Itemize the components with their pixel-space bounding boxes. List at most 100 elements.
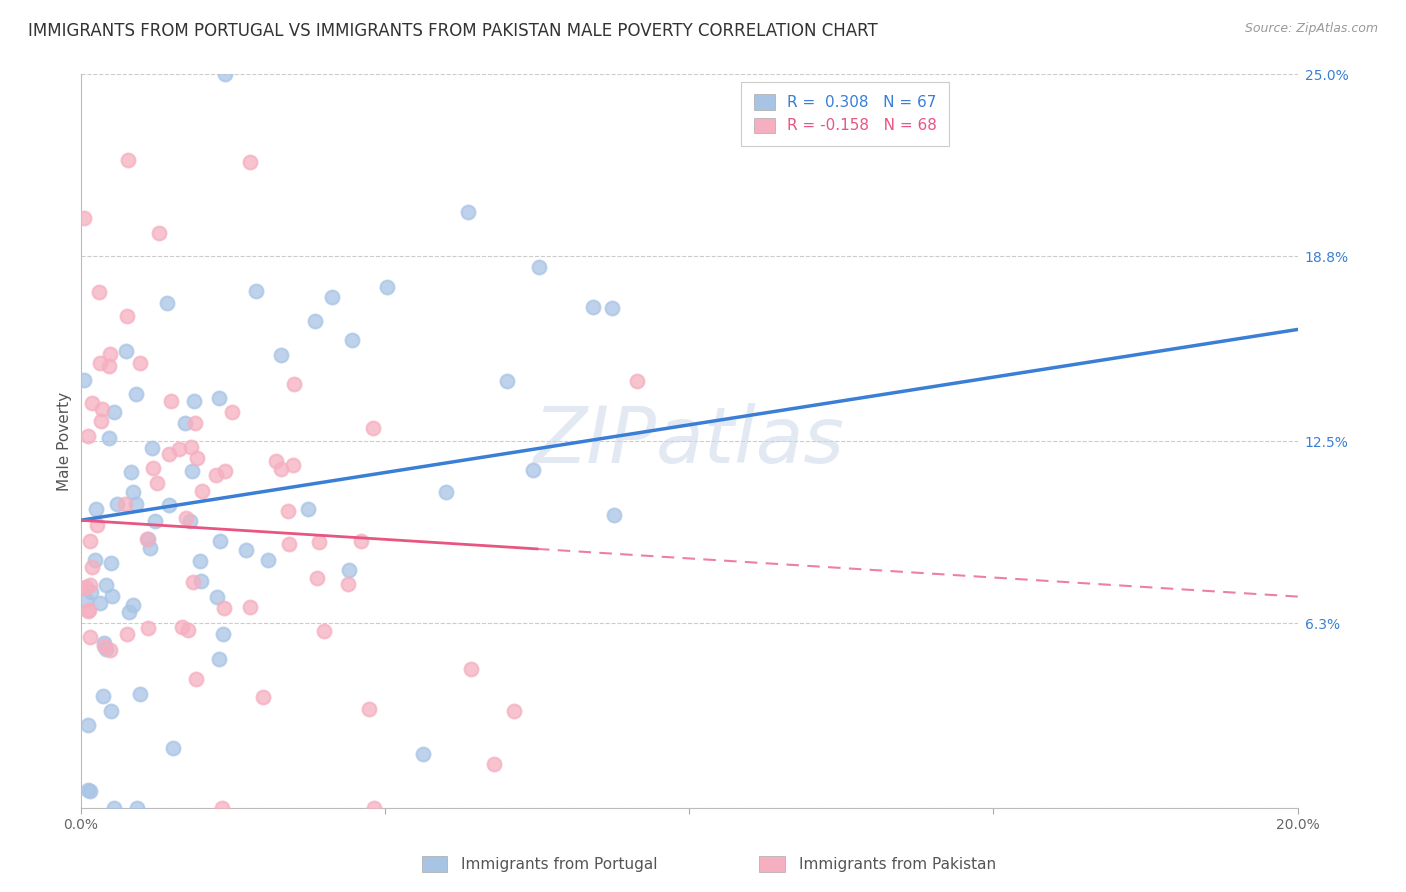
- Point: [157, 447, 180, 461]
- Point: [73, 373, 96, 387]
- Point: [342, 333, 364, 347]
- Point: [96, 578, 118, 592]
- Point: [191, 484, 214, 499]
- Point: [496, 374, 519, 388]
- Point: [214, 67, 236, 81]
- Point: [174, 511, 197, 525]
- Point: [503, 704, 526, 718]
- Point: [209, 534, 232, 549]
- Point: [80, 584, 103, 599]
- Point: [76, 604, 98, 618]
- Point: [211, 801, 233, 815]
- Point: [208, 652, 231, 666]
- Point: [177, 623, 200, 637]
- Point: [184, 416, 207, 430]
- Point: [129, 687, 152, 701]
- Point: [79, 534, 101, 549]
- Point: [434, 484, 457, 499]
- Point: [103, 801, 125, 815]
- Point: [281, 458, 304, 472]
- Y-axis label: Male Poverty: Male Poverty: [58, 392, 72, 491]
- Point: [357, 702, 380, 716]
- Point: [183, 393, 205, 408]
- Point: [205, 590, 228, 604]
- Point: [252, 690, 274, 704]
- Point: [522, 463, 544, 477]
- Point: [136, 532, 159, 546]
- Point: [582, 300, 605, 314]
- Point: [277, 537, 299, 551]
- Point: [120, 465, 142, 479]
- Point: [412, 747, 434, 761]
- Point: [91, 402, 114, 417]
- Point: [79, 578, 101, 592]
- Point: [128, 355, 150, 369]
- Point: [270, 462, 292, 476]
- Text: Immigrants from Pakistan: Immigrants from Pakistan: [799, 857, 995, 871]
- Point: [170, 620, 193, 634]
- Point: [186, 450, 208, 465]
- Point: [115, 309, 138, 323]
- Point: [336, 577, 359, 591]
- Point: [127, 801, 149, 815]
- Point: [80, 396, 103, 410]
- Point: [205, 467, 228, 482]
- Point: [139, 541, 162, 555]
- Point: [142, 461, 165, 475]
- Point: [145, 514, 167, 528]
- Point: [321, 290, 343, 304]
- Point: [77, 603, 100, 617]
- Point: [460, 661, 482, 675]
- Point: [73, 211, 96, 226]
- Point: [96, 642, 118, 657]
- Point: [117, 153, 139, 168]
- Point: [79, 630, 101, 644]
- Point: [77, 428, 100, 442]
- Point: [160, 394, 183, 409]
- Point: [208, 391, 231, 405]
- Point: [100, 557, 122, 571]
- Point: [626, 375, 648, 389]
- Point: [89, 355, 111, 369]
- Point: [100, 704, 122, 718]
- Point: [235, 542, 257, 557]
- Point: [76, 782, 98, 797]
- Point: [75, 593, 97, 607]
- Point: [100, 589, 122, 603]
- Text: ZIPatlas: ZIPatlas: [534, 403, 845, 479]
- Point: [181, 575, 204, 590]
- Point: [375, 280, 398, 294]
- Point: [75, 580, 97, 594]
- Point: [188, 554, 211, 568]
- Point: [115, 343, 138, 358]
- Point: [179, 514, 201, 528]
- Point: [257, 553, 280, 567]
- Point: [212, 600, 235, 615]
- Point: [350, 533, 373, 548]
- Point: [125, 387, 148, 401]
- Point: [135, 532, 157, 546]
- Point: [122, 599, 145, 613]
- Point: [214, 464, 236, 478]
- Point: [89, 596, 111, 610]
- Point: [239, 155, 262, 169]
- Point: [297, 502, 319, 516]
- Point: [83, 553, 105, 567]
- Point: [314, 624, 336, 638]
- Point: [363, 420, 385, 434]
- Point: [363, 801, 385, 815]
- Point: [117, 627, 139, 641]
- Point: [245, 284, 267, 298]
- Point: [93, 640, 115, 654]
- Point: [155, 295, 177, 310]
- Point: [162, 741, 184, 756]
- Text: IMMIGRANTS FROM PORTUGAL VS IMMIGRANTS FROM PAKISTAN MALE POVERTY CORRELATION CH: IMMIGRANTS FROM PORTUGAL VS IMMIGRANTS F…: [28, 22, 877, 40]
- Point: [527, 260, 550, 274]
- Point: [89, 285, 111, 300]
- Point: [118, 605, 141, 619]
- Point: [90, 414, 112, 428]
- Point: [72, 581, 94, 595]
- Point: [190, 574, 212, 589]
- Point: [283, 376, 305, 391]
- Point: [76, 718, 98, 732]
